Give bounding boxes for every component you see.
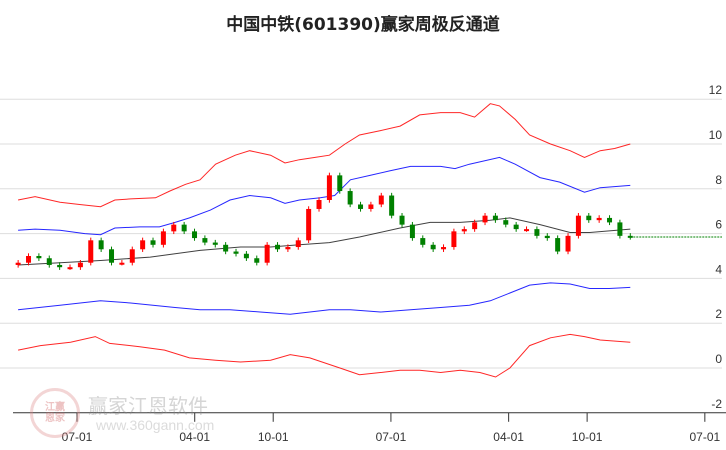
y-tick-label: 0 — [715, 352, 722, 366]
candle-body — [358, 204, 364, 209]
y-tick-label: 2 — [715, 307, 722, 321]
candle-body — [337, 175, 343, 192]
candle-body — [254, 258, 260, 263]
candle-body — [555, 238, 561, 252]
watermark-name: 赢家江恩软件 — [88, 394, 208, 418]
x-tick-label: 07-01 — [62, 430, 93, 444]
candle-body — [420, 238, 426, 245]
candle-body — [98, 240, 104, 250]
candle-body — [378, 195, 384, 205]
candle-body — [451, 231, 457, 248]
y-tick-label: 6 — [715, 218, 722, 232]
candle-body — [140, 240, 146, 250]
candle-body — [67, 267, 73, 270]
candle-body — [306, 208, 312, 241]
candle-body — [596, 217, 602, 221]
candle-body — [461, 229, 467, 232]
watermark-logo: 江赢 恩家 — [30, 388, 80, 438]
candle-body — [617, 222, 623, 236]
candle-body — [524, 229, 530, 232]
candle-body — [575, 215, 581, 236]
candle-body — [544, 235, 550, 239]
series-upper-red — [18, 103, 631, 208]
series-lower-blue — [18, 282, 631, 315]
candle-body — [171, 224, 177, 232]
candle-body — [607, 217, 613, 223]
candle-body — [77, 262, 83, 268]
candle-body — [88, 240, 94, 263]
candle-body — [441, 247, 447, 250]
candle-body — [57, 264, 63, 268]
series-lower-red — [18, 333, 631, 378]
candle-body — [627, 235, 633, 238]
candle-body — [109, 249, 115, 263]
candle-body — [223, 244, 229, 252]
candle-body — [389, 195, 395, 216]
x-tick-label: 07-01 — [689, 430, 720, 444]
chart-title: 中国中铁(601390)赢家周极反通道 — [226, 15, 500, 35]
candle-body — [368, 204, 374, 209]
candle-body — [399, 215, 405, 225]
candle-body — [275, 244, 281, 250]
series-moving-average — [18, 217, 631, 266]
candle-body — [326, 175, 332, 200]
y-tick-label: 12 — [709, 83, 723, 97]
candle-body — [565, 235, 571, 252]
candle-body — [160, 231, 166, 245]
x-tick-label: 10-01 — [258, 430, 289, 444]
candle-body — [295, 240, 301, 248]
candle-body — [15, 262, 21, 265]
candle-body — [243, 253, 249, 259]
candle-body — [586, 215, 592, 221]
candle-body — [492, 215, 498, 221]
candle-body — [409, 224, 415, 239]
candle-body — [347, 191, 353, 205]
candle-body — [46, 258, 52, 265]
candle-body — [202, 238, 208, 243]
x-tick-label: 04-01 — [179, 430, 210, 444]
y-tick-label: 4 — [715, 262, 722, 276]
series-upper-blue — [18, 156, 631, 236]
y-tick-label: 8 — [715, 173, 722, 187]
candle-body — [513, 224, 519, 230]
y-tick-label: -2 — [711, 397, 722, 411]
candle-body — [26, 256, 32, 263]
candle-body — [264, 244, 270, 263]
candle-body — [150, 240, 156, 245]
y-tick-label: 10 — [709, 128, 723, 142]
candle-body — [192, 231, 198, 239]
x-tick-label: 07-01 — [376, 430, 407, 444]
candle-body — [285, 247, 291, 250]
candle-body — [316, 200, 322, 209]
x-tick-label: 10-01 — [572, 430, 603, 444]
candle-body — [482, 215, 488, 223]
candle-body — [503, 220, 509, 225]
candle-body — [472, 222, 478, 230]
candle-body — [119, 262, 125, 265]
candle-body — [36, 256, 42, 259]
candle-body — [233, 251, 239, 254]
candle-body — [129, 249, 135, 263]
x-tick-label: 04-01 — [493, 430, 524, 444]
candle-body — [181, 224, 187, 232]
candle-body — [212, 242, 218, 245]
candle-body — [534, 229, 540, 236]
watermark-url: www.360gann.com — [96, 417, 215, 433]
candle-body — [430, 244, 436, 250]
